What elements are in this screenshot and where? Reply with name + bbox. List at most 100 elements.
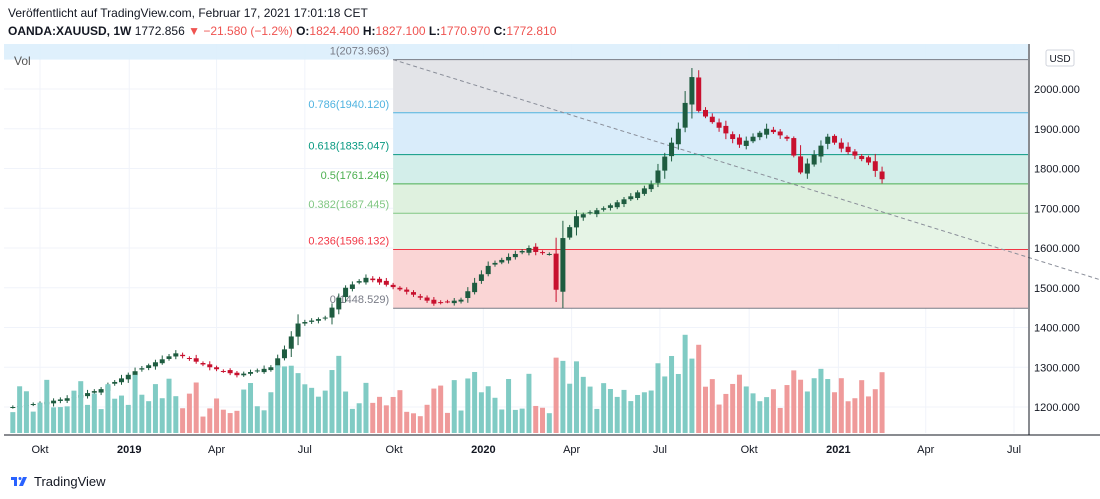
volume-bar	[85, 404, 91, 433]
volume-bar	[309, 387, 315, 433]
candle-body	[336, 297, 342, 310]
volume-bar	[349, 408, 355, 433]
volume-bar	[397, 390, 403, 433]
candle-body	[872, 161, 878, 171]
candle-body	[234, 372, 240, 376]
candle-body	[818, 145, 824, 157]
volume-bar	[879, 372, 885, 433]
candle-body	[770, 129, 776, 133]
volume-bar	[23, 391, 29, 433]
candle-body	[865, 157, 871, 163]
volume-bar	[248, 383, 254, 433]
volume-bar	[723, 393, 729, 433]
volume-bar	[655, 363, 661, 433]
x-tick-label: Apr	[917, 444, 934, 456]
volume-bar	[465, 378, 471, 433]
low-label: L:	[428, 24, 441, 38]
fib-level-label: 0.5(1761.246)	[321, 170, 390, 182]
volume-bar	[546, 413, 552, 433]
volume-bar	[825, 379, 831, 433]
volume-bar	[234, 410, 240, 433]
candle-body	[180, 354, 186, 357]
volume-bar	[356, 403, 362, 433]
candle-body	[703, 109, 709, 117]
candle-body	[540, 252, 546, 254]
volume-bar	[709, 379, 715, 433]
volume-bar	[519, 408, 525, 433]
fib-band	[393, 249, 1028, 309]
candle-body	[30, 404, 36, 406]
volume-bar	[811, 378, 817, 433]
y-tick-label: 1700.000	[1034, 203, 1080, 215]
candle-body	[736, 137, 742, 145]
volume-bar	[662, 376, 668, 433]
candle-body	[662, 156, 668, 171]
currency-badge	[1045, 49, 1075, 67]
volume-bar	[648, 390, 654, 433]
volume-bar	[37, 402, 43, 433]
volume-bar	[601, 383, 607, 433]
candle-body	[519, 250, 525, 253]
trend-line	[392, 59, 1100, 281]
volume-bar	[329, 370, 335, 433]
candle-body	[356, 281, 362, 283]
price-chart[interactable]: 1200.000 1300.000 1400.000 1500.000 1600.000…	[0, 40, 1100, 466]
candle-body	[431, 299, 437, 304]
volume-bar	[10, 412, 16, 433]
volume-bar	[281, 366, 287, 433]
candle-body	[465, 291, 471, 299]
high-value: 1827.100	[375, 24, 426, 38]
volume-bar	[784, 385, 790, 433]
candle-body	[166, 356, 172, 359]
candle-body	[343, 287, 349, 298]
candle-body	[838, 142, 844, 149]
x-tick-label: Apr	[563, 444, 580, 456]
volume-bar	[750, 393, 756, 433]
candle-body	[349, 284, 355, 289]
volume-bar	[125, 404, 131, 433]
candle-body	[248, 372, 254, 374]
x-tick-label: 2019	[117, 444, 141, 456]
volume-bar	[207, 408, 213, 433]
volume-bar	[227, 413, 233, 433]
candle-body	[791, 138, 797, 156]
symbol-label[interactable]: OANDA:XAUUSD, 1W	[8, 24, 132, 38]
volume-bar	[417, 416, 423, 433]
ohlc-legend: OANDA:XAUUSD, 1W 1772.856 ▼ −21.580 (−1.…	[8, 24, 556, 38]
volume-bar	[594, 408, 600, 433]
candle-body	[281, 349, 287, 359]
volume-bar	[832, 392, 838, 433]
candle-body	[628, 196, 634, 200]
candle-body	[682, 102, 688, 128]
volume-bar	[363, 382, 369, 433]
change-down-icon: ▼	[188, 24, 200, 38]
volume-bar	[573, 361, 579, 433]
fib-level-label: 0.618(1835.047)	[308, 141, 389, 153]
candle-body	[832, 135, 838, 143]
volume-group	[10, 334, 885, 433]
volume-bar	[98, 409, 104, 433]
candle-body	[533, 246, 539, 252]
volume-bar	[159, 398, 165, 433]
volume-bar	[621, 389, 627, 433]
volume-bar	[675, 373, 681, 433]
candle-body	[57, 399, 63, 401]
candle-body	[85, 393, 91, 397]
fib-level-label: 0.382(1687.445)	[308, 199, 389, 211]
volume-bar	[193, 382, 199, 433]
candle-body	[777, 131, 783, 136]
volume-bar	[139, 394, 145, 433]
candle-body	[512, 253, 518, 258]
open-label: O:	[296, 24, 310, 38]
candle-body	[410, 292, 416, 295]
volume-bar	[241, 389, 247, 433]
candle-body	[329, 307, 335, 318]
volume-bar	[716, 404, 722, 433]
volume-bar	[336, 355, 342, 433]
tradingview-footer[interactable]: TradingView	[8, 472, 106, 490]
volume-bar	[845, 401, 851, 433]
candle-body	[804, 163, 810, 174]
volume-bar	[146, 401, 152, 433]
candle-body	[852, 151, 858, 156]
candle-body	[478, 274, 484, 281]
